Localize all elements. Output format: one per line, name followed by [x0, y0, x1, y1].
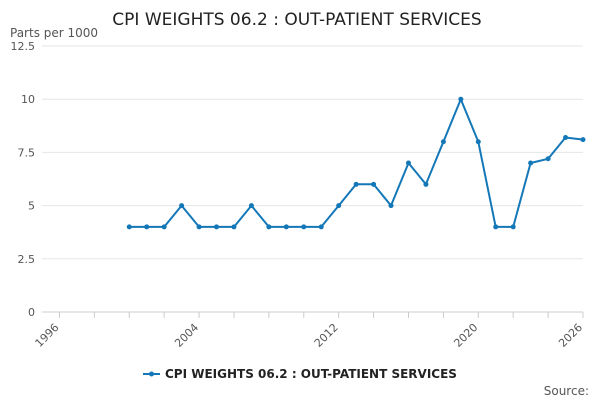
x-tick-label: 2020: [451, 321, 480, 350]
x-tick-label: 2004: [172, 321, 201, 350]
legend-label: CPI WEIGHTS 06.2 : OUT-PATIENT SERVICES: [165, 367, 457, 381]
data-point[interactable]: [493, 224, 499, 230]
data-point[interactable]: [353, 181, 359, 187]
data-point[interactable]: [371, 181, 377, 187]
data-point[interactable]: [563, 135, 569, 141]
data-point[interactable]: [423, 181, 429, 187]
data-point[interactable]: [161, 224, 167, 230]
data-point[interactable]: [231, 224, 237, 230]
y-tick-label: 7.5: [18, 146, 36, 159]
data-point[interactable]: [283, 224, 289, 230]
data-point[interactable]: [318, 224, 324, 230]
y-tick-label: 0: [28, 306, 35, 319]
grid-lines: [42, 45, 583, 313]
y-tick-label: 2.5: [18, 253, 36, 266]
series-line: [129, 98, 584, 228]
data-point[interactable]: [144, 224, 150, 230]
data-point[interactable]: [196, 224, 202, 230]
data-point[interactable]: [301, 224, 307, 230]
data-point[interactable]: [545, 156, 551, 162]
legend-marker: [149, 371, 154, 377]
data-point[interactable]: [179, 203, 185, 209]
x-axis: 1996 2004 2012 2020 2026: [33, 312, 585, 350]
legend[interactable]: CPI WEIGHTS 06.2 : OUT-PATIENT SERVICES: [143, 367, 457, 381]
data-point[interactable]: [475, 139, 481, 145]
data-point[interactable]: [248, 203, 254, 209]
y-tick-label: 5: [28, 200, 35, 213]
data-point[interactable]: [510, 224, 516, 230]
data-point[interactable]: [266, 224, 272, 230]
x-tick-label: 2026: [556, 321, 585, 350]
y-tick-label: 12.5: [11, 40, 36, 53]
source-label: Source:: [544, 384, 589, 398]
series-group: [126, 96, 586, 230]
y-axis: 0 2.5 5 7.5 10 12.5: [11, 40, 36, 319]
x-tick-label: 2012: [312, 321, 341, 350]
data-point[interactable]: [336, 203, 342, 209]
data-point[interactable]: [126, 224, 132, 230]
data-point[interactable]: [388, 203, 394, 209]
data-point[interactable]: [440, 139, 446, 145]
data-point[interactable]: [458, 96, 464, 102]
x-tick-label: 1996: [33, 321, 62, 350]
y-axis-label: Parts per 1000: [10, 26, 98, 40]
data-point[interactable]: [214, 224, 220, 230]
y-tick-label: 10: [21, 93, 35, 106]
data-point[interactable]: [580, 137, 586, 143]
data-point[interactable]: [528, 160, 534, 166]
data-point[interactable]: [405, 160, 411, 166]
chart-title: CPI WEIGHTS 06.2 : OUT-PATIENT SERVICES: [112, 10, 481, 30]
